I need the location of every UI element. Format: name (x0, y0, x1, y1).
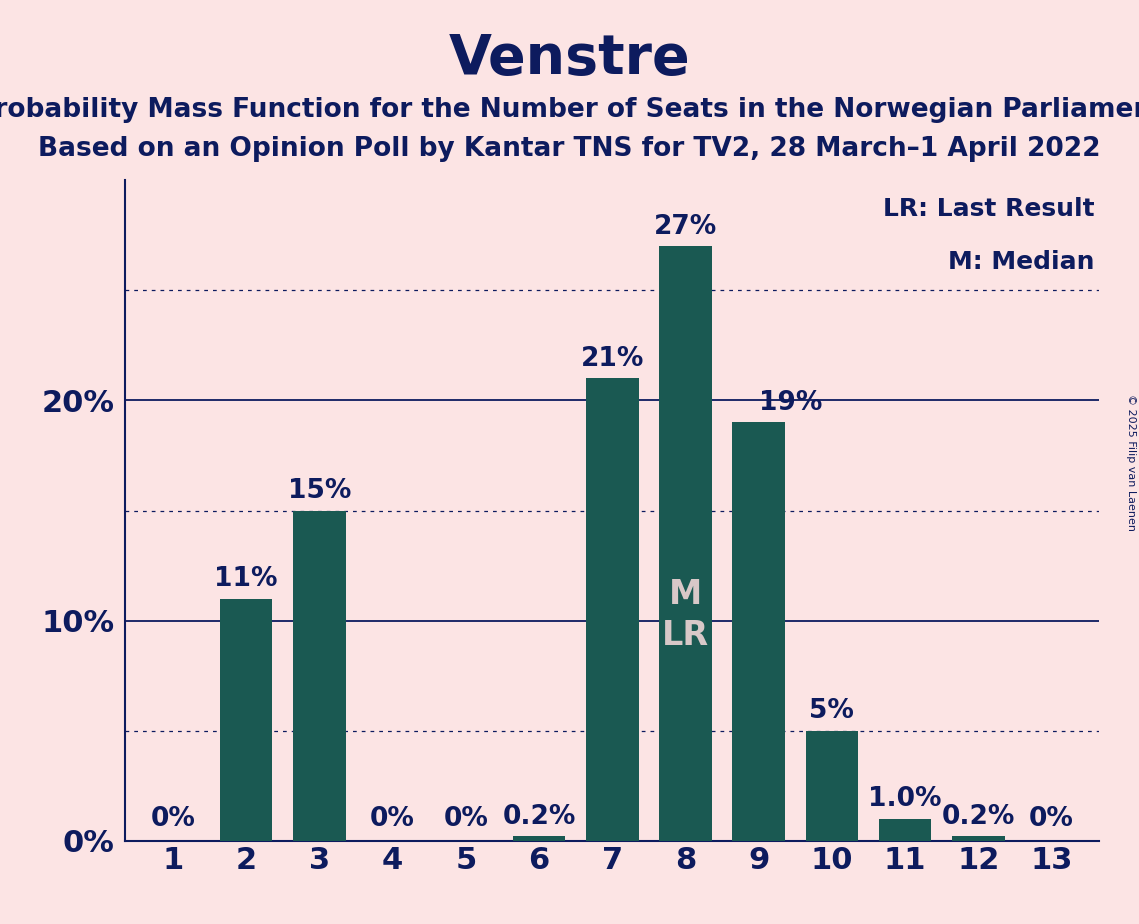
Text: 0.2%: 0.2% (942, 804, 1015, 830)
Text: M: Median: M: Median (948, 249, 1095, 274)
Bar (293, 510, 346, 841)
Text: Probability Mass Function for the Number of Seats in the Norwegian Parliament: Probability Mass Function for the Number… (0, 97, 1139, 123)
Bar (732, 422, 785, 841)
Text: 21%: 21% (581, 346, 644, 371)
Text: 27%: 27% (654, 213, 718, 239)
Text: 0%: 0% (150, 806, 195, 832)
Text: 0%: 0% (370, 806, 415, 832)
Bar (585, 379, 639, 841)
Text: © 2025 Filip van Laenen: © 2025 Filip van Laenen (1126, 394, 1136, 530)
Text: 15%: 15% (288, 478, 351, 504)
Text: 0%: 0% (443, 806, 489, 832)
Bar (659, 246, 712, 841)
Bar (805, 731, 859, 841)
Text: 5%: 5% (810, 699, 854, 724)
Bar (220, 599, 272, 841)
Text: 0.2%: 0.2% (502, 804, 575, 830)
Text: 0%: 0% (1030, 806, 1074, 832)
Text: Based on an Opinion Poll by Kantar TNS for TV2, 28 March–1 April 2022: Based on an Opinion Poll by Kantar TNS f… (39, 136, 1100, 162)
Bar (513, 836, 565, 841)
Text: LR: Last Result: LR: Last Result (883, 197, 1095, 221)
Text: M
LR: M LR (662, 578, 708, 651)
Text: 11%: 11% (214, 566, 278, 592)
Text: Venstre: Venstre (449, 32, 690, 86)
Bar (952, 836, 1005, 841)
Bar (879, 819, 932, 841)
Text: 1.0%: 1.0% (868, 786, 942, 812)
Text: 19%: 19% (759, 390, 822, 416)
